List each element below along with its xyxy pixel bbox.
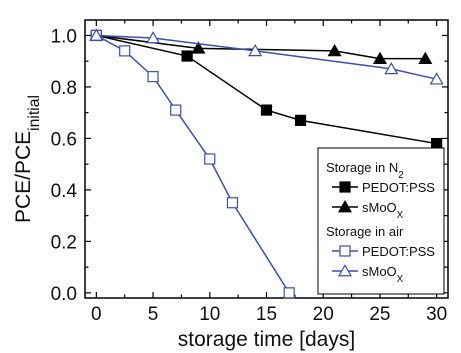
series-3 xyxy=(90,29,295,299)
x-tick-label: 15 xyxy=(256,304,277,325)
data-point xyxy=(89,28,104,41)
legend-label: sMoOX xyxy=(362,264,404,285)
data-point xyxy=(146,31,161,44)
legend-heading: Storage in air xyxy=(326,224,404,239)
y-tick-label: 0.4 xyxy=(51,181,78,202)
data-point xyxy=(204,153,216,165)
x-tick-label: 10 xyxy=(199,304,220,325)
data-point xyxy=(248,43,263,57)
x-axis-title: storage time [days] xyxy=(178,328,355,351)
axes-layer: 0 5 10 15 20 25 30 0.0 0.2 0.4 0.6 0.8 1.0 storage ti… xyxy=(12,19,449,351)
data-point xyxy=(170,104,182,116)
legend-label: PEDOT:PSS xyxy=(362,244,435,259)
data-point xyxy=(327,43,342,57)
y-tick-label: 0.0 xyxy=(51,284,77,305)
data-point xyxy=(384,61,399,75)
data-point xyxy=(429,72,444,85)
y-tick-label: 0.8 xyxy=(51,78,77,99)
data-point xyxy=(294,114,307,126)
y-tick-label: 0.2 xyxy=(51,232,77,253)
legend-heading: Storage in N2 xyxy=(326,160,404,181)
series-4 xyxy=(89,28,444,85)
x-tick-label: 25 xyxy=(369,304,390,325)
y-axis-title: PCE/PCEinitial xyxy=(12,95,43,223)
legend-marker xyxy=(339,245,351,257)
y-axis-title-group: PCE/PCEinitial xyxy=(12,95,43,223)
data-point xyxy=(119,45,131,57)
data-point xyxy=(260,104,273,116)
series-2 xyxy=(89,28,433,64)
data-point xyxy=(226,197,239,209)
data-point xyxy=(147,71,159,83)
legend-marker xyxy=(339,181,351,193)
y-tick-label: 1.0 xyxy=(51,26,77,47)
data-point xyxy=(191,41,206,54)
series-1 xyxy=(90,29,443,150)
data-point xyxy=(418,51,433,64)
data-point xyxy=(372,51,387,64)
series-layer xyxy=(89,28,444,299)
data-point xyxy=(283,287,295,299)
legend-marker xyxy=(337,200,353,213)
legend-box xyxy=(317,147,445,295)
legend-label: sMoOX xyxy=(362,200,404,221)
legend-label: PEDOT:PSS xyxy=(362,180,435,195)
series-line xyxy=(95,34,290,294)
data-point xyxy=(431,137,443,150)
x-tick-label: 5 xyxy=(148,304,159,325)
x-tick-label: 20 xyxy=(313,304,334,325)
y-tick-label: 0.6 xyxy=(51,129,77,150)
x-tick-label: 0 xyxy=(91,304,102,325)
legend-marker xyxy=(337,264,353,277)
x-tick-label: 30 xyxy=(426,304,447,325)
data-point xyxy=(181,50,193,62)
